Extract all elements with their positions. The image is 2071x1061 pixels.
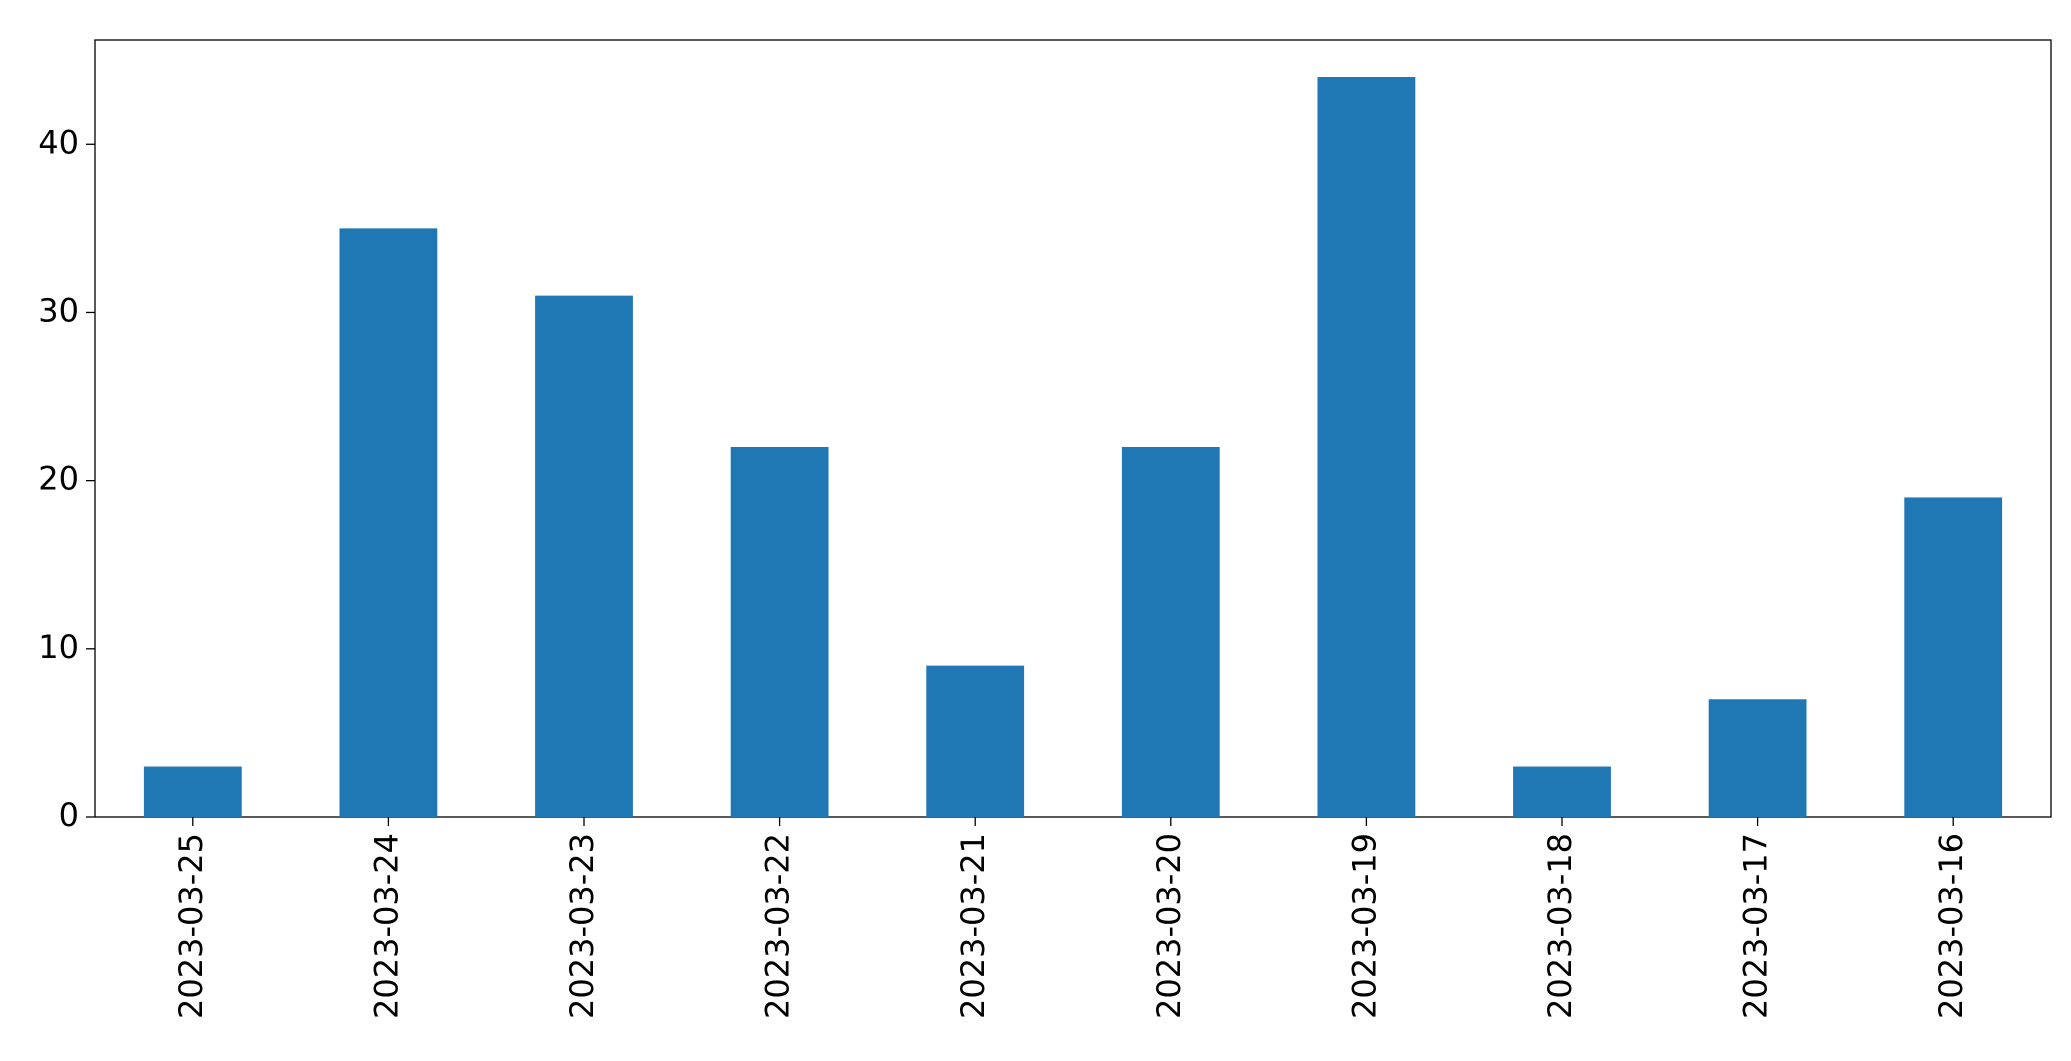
bar — [339, 228, 438, 817]
x-tick-label: 2023-03-18 — [1541, 833, 1579, 1019]
x-tick-label: 2023-03-22 — [759, 833, 797, 1019]
bar — [1708, 699, 1807, 817]
y-tick-label: 20 — [38, 460, 79, 498]
x-tick-label: 2023-03-25 — [172, 833, 210, 1019]
bar — [1513, 766, 1611, 817]
x-tick-label: 2023-03-21 — [954, 833, 992, 1019]
bar — [1904, 497, 2003, 817]
bar — [926, 665, 1025, 817]
x-tick-label: 2023-03-23 — [563, 833, 601, 1019]
bar — [730, 447, 829, 817]
y-tick-label: 10 — [38, 628, 79, 666]
x-tick-label: 2023-03-19 — [1345, 833, 1383, 1019]
x-tick-label: 2023-03-24 — [367, 833, 405, 1019]
x-tick-label: 2023-03-16 — [1932, 833, 1970, 1019]
bar — [143, 766, 242, 817]
plot-frame — [94, 39, 2052, 818]
y-tick-label: 30 — [38, 291, 79, 329]
x-tick-label: 2023-03-20 — [1150, 833, 1188, 1019]
bar — [535, 295, 633, 817]
y-tick-label: 0 — [59, 796, 79, 834]
y-tick-label: 40 — [38, 123, 79, 161]
bar — [1121, 447, 1220, 817]
bar — [1317, 77, 1416, 817]
x-tick-label: 2023-03-17 — [1737, 833, 1775, 1019]
